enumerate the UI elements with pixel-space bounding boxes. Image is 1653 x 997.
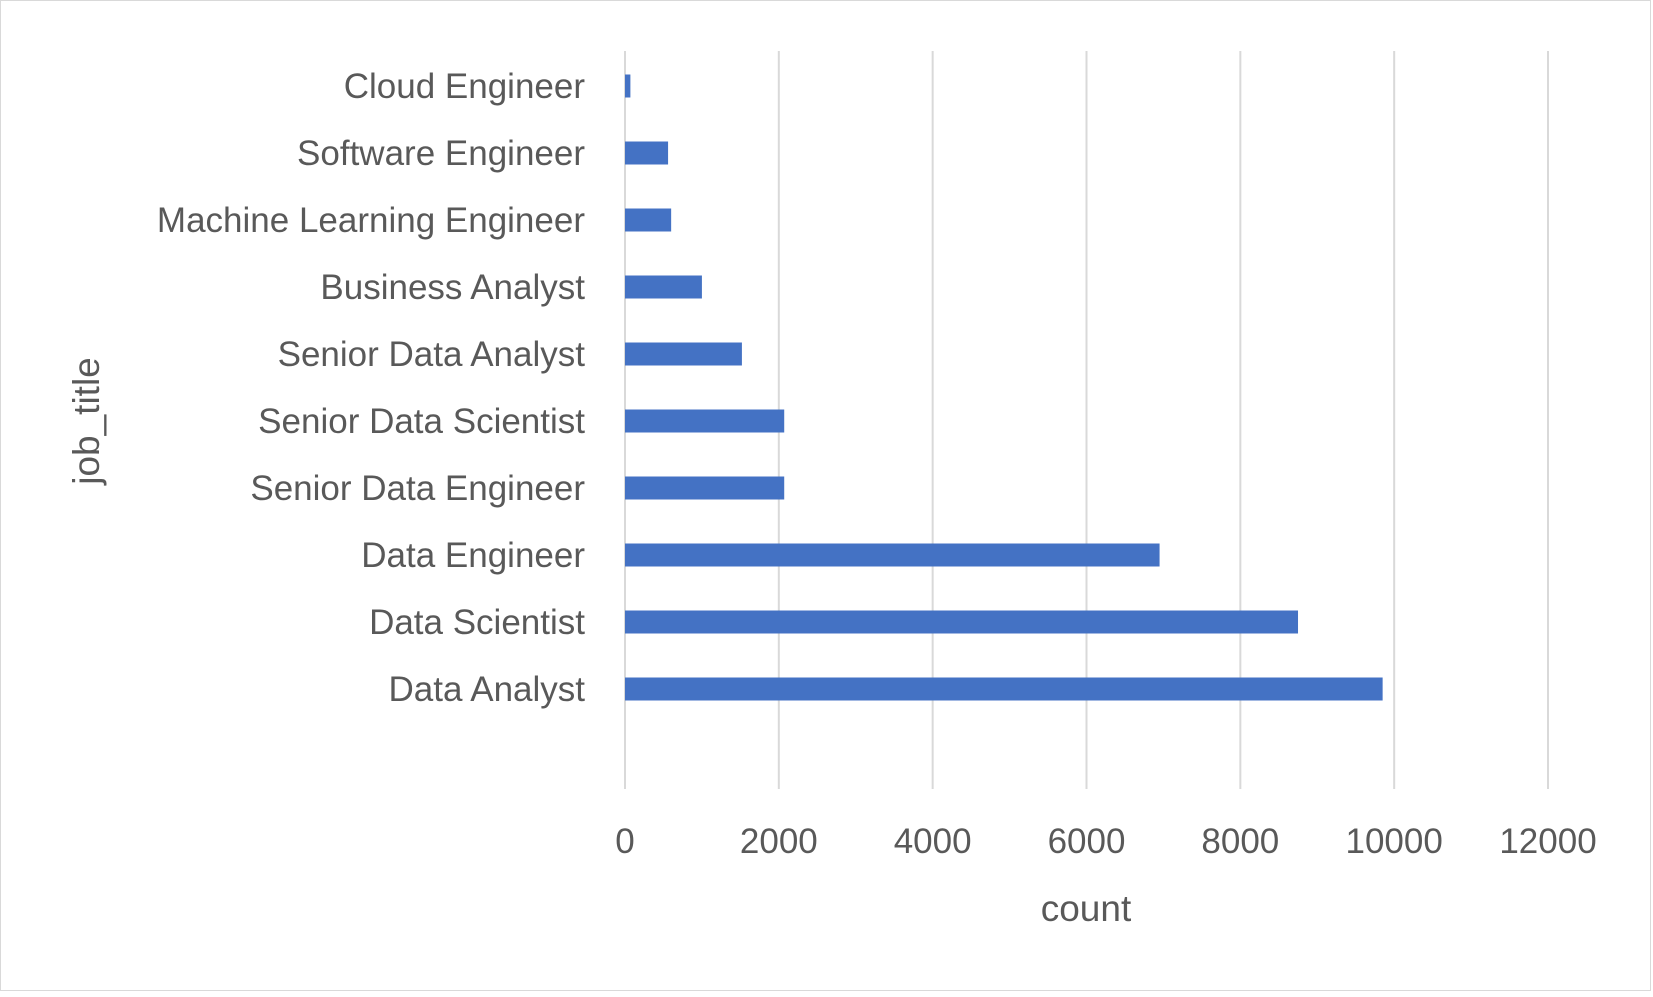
gridlines — [624, 51, 1549, 789]
y-category-label: Data Scientist — [369, 603, 585, 642]
x-tick-label: 0 — [615, 822, 634, 861]
y-category-label: Data Engineer — [361, 536, 585, 575]
bars — [625, 74, 1383, 701]
y-category-label: Cloud Engineer — [344, 67, 586, 106]
x-tick-label: 10000 — [1346, 822, 1443, 861]
bar — [625, 275, 702, 299]
x-tick-label: 8000 — [1201, 822, 1279, 861]
y-category-label: Machine Learning Engineer — [157, 201, 585, 240]
y-category-label: Software Engineer — [297, 134, 585, 173]
bar — [625, 476, 785, 500]
y-category-label: Senior Data Scientist — [258, 402, 585, 441]
y-category-label: Senior Data Engineer — [250, 469, 585, 508]
bar — [625, 342, 742, 366]
bar — [625, 409, 785, 433]
x-tick-label: 6000 — [1048, 822, 1126, 861]
x-tick-label: 2000 — [740, 822, 818, 861]
y-category-label: Data Analyst — [389, 670, 586, 709]
y-category-label: Senior Data Analyst — [278, 335, 586, 374]
bar — [625, 208, 672, 232]
bar — [625, 543, 1160, 567]
y-category-label: Business Analyst — [320, 268, 585, 307]
bar — [625, 610, 1299, 634]
category-labels: Cloud Engineer Software Engineer Machine L… — [157, 67, 585, 709]
bar — [625, 74, 631, 98]
y-axis-title: job_title — [66, 357, 107, 486]
x-axis-title: count — [1041, 888, 1132, 929]
x-tick-label: 12000 — [1499, 822, 1596, 861]
bar — [625, 677, 1383, 701]
x-tick-label: 4000 — [894, 822, 972, 861]
bar — [625, 141, 669, 165]
x-tick-labels: 0 2000 4000 6000 8000 10000 12000 — [615, 822, 1596, 861]
